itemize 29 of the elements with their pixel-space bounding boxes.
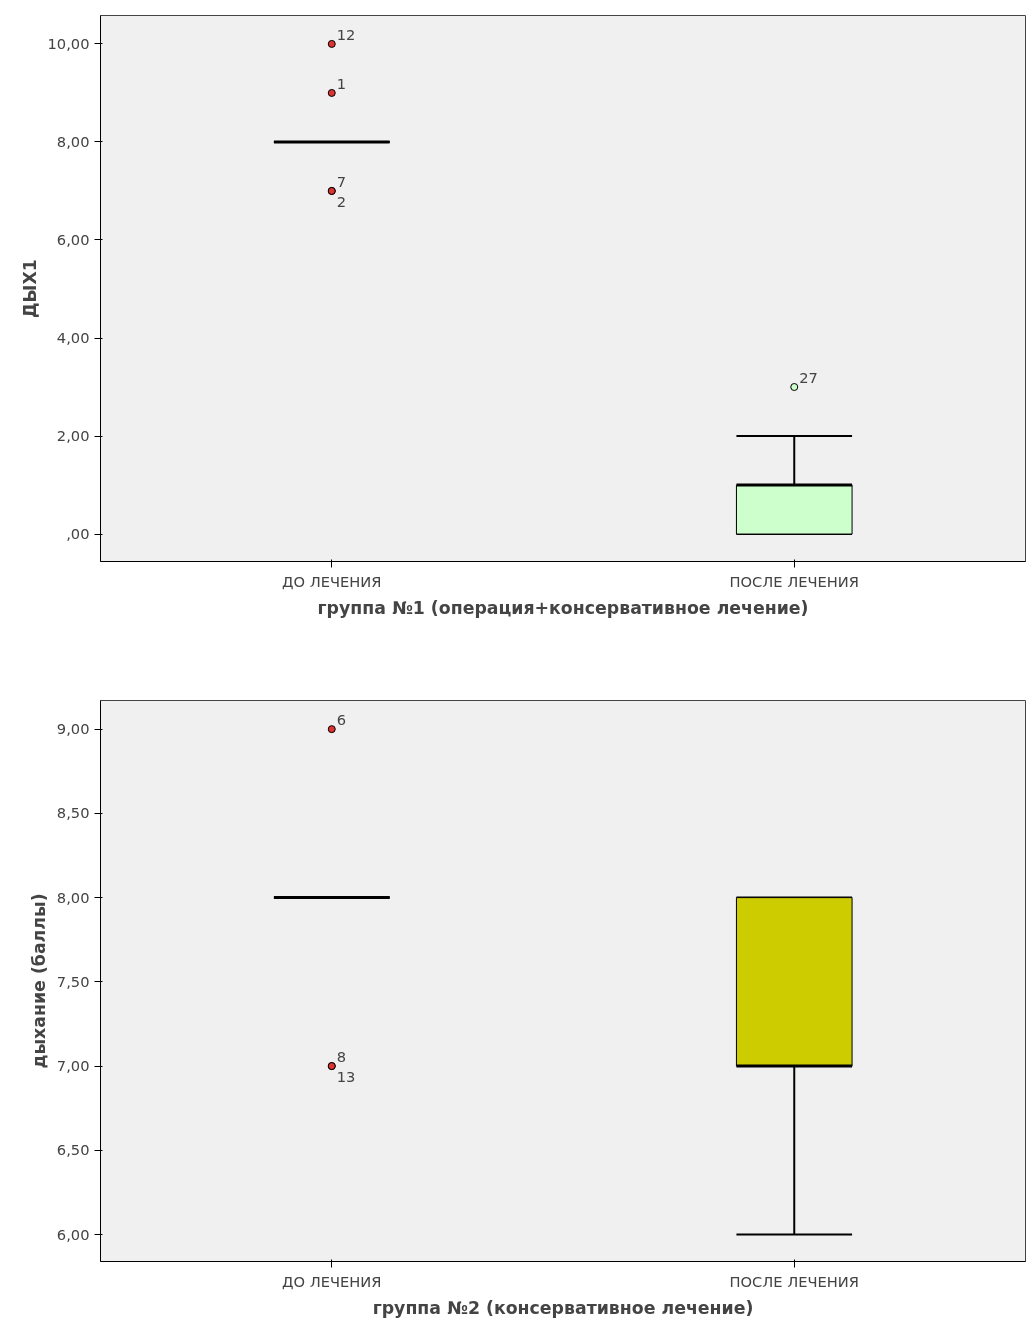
y-tick-label: 8,00 <box>56 132 90 150</box>
y-tick-label: 6,00 <box>56 1225 90 1243</box>
annotation: 13 <box>336 1068 356 1086</box>
annotation: 8 <box>336 1048 347 1066</box>
x-tick-label: ПОСЛЕ ЛЕЧЕНИЯ <box>729 1272 860 1290</box>
x-axis-title: группа №2 (консервативное лечение) <box>372 1297 754 1318</box>
annotation: 7 <box>336 172 347 190</box>
y-tick-label: 10,00 <box>47 34 90 52</box>
y-tick-label: 8,50 <box>56 804 90 822</box>
x-tick-label: ДО ЛЕЧЕНИЯ <box>282 572 382 590</box>
y-tick-label: 8,00 <box>56 888 90 906</box>
annotation: 27 <box>799 369 818 387</box>
y-tick-label: 9,00 <box>56 720 90 738</box>
x-tick-label: ДО ЛЕЧЕНИЯ <box>282 1272 382 1290</box>
x-tick-label: ПОСЛЕ ЛЕЧЕНИЯ <box>729 572 860 590</box>
y-tick-label: 7,50 <box>56 972 90 990</box>
y-axis-title: ДЫХ1 <box>19 259 40 318</box>
y-tick-label: 6,50 <box>56 1141 90 1159</box>
annotation: 1 <box>336 74 347 92</box>
y-tick-label: ,00 <box>66 525 90 543</box>
annotation: 12 <box>336 25 356 43</box>
y-tick-label: 4,00 <box>56 329 90 346</box>
y-tick-label: 2,00 <box>56 427 90 445</box>
x-axis-title: группа №1 (операция+консервативное лечение) <box>317 597 809 618</box>
y-axis-title: дыхание (баллы) <box>28 893 49 1069</box>
y-tick-label: 6,00 <box>56 230 90 248</box>
annotation: 6 <box>336 711 347 729</box>
y-tick-label: 7,00 <box>56 1057 90 1075</box>
annotation: 2 <box>336 192 347 210</box>
